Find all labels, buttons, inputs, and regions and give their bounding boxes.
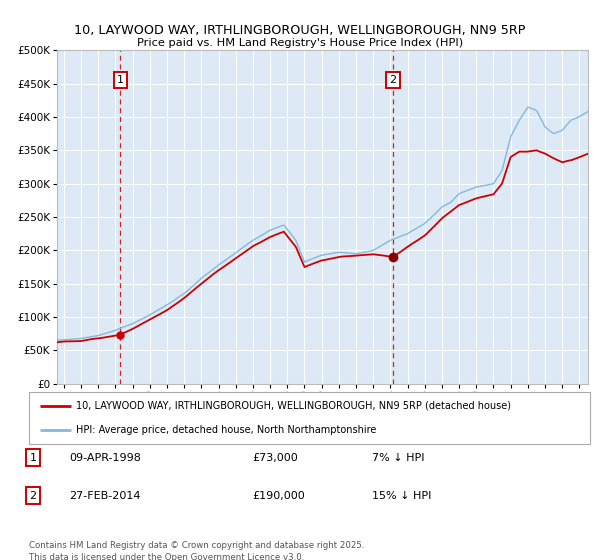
Text: 09-APR-1998: 09-APR-1998: [69, 452, 141, 463]
Text: £73,000: £73,000: [252, 452, 298, 463]
Text: 2: 2: [29, 491, 37, 501]
Text: 2: 2: [389, 76, 397, 85]
Text: 10, LAYWOOD WAY, IRTHLINGBOROUGH, WELLINGBOROUGH, NN9 5RP (detached house): 10, LAYWOOD WAY, IRTHLINGBOROUGH, WELLIN…: [76, 401, 511, 411]
Text: £190,000: £190,000: [252, 491, 305, 501]
Text: 15% ↓ HPI: 15% ↓ HPI: [372, 491, 431, 501]
Text: Contains HM Land Registry data © Crown copyright and database right 2025.
This d: Contains HM Land Registry data © Crown c…: [29, 541, 364, 560]
FancyBboxPatch shape: [29, 392, 590, 444]
Text: 1: 1: [117, 76, 124, 85]
Text: HPI: Average price, detached house, North Northamptonshire: HPI: Average price, detached house, Nort…: [76, 424, 377, 435]
Text: 27-FEB-2014: 27-FEB-2014: [69, 491, 140, 501]
Text: Price paid vs. HM Land Registry's House Price Index (HPI): Price paid vs. HM Land Registry's House …: [137, 38, 463, 48]
Text: 1: 1: [29, 452, 37, 463]
Text: 10, LAYWOOD WAY, IRTHLINGBOROUGH, WELLINGBOROUGH, NN9 5RP: 10, LAYWOOD WAY, IRTHLINGBOROUGH, WELLIN…: [74, 24, 526, 36]
Text: 7% ↓ HPI: 7% ↓ HPI: [372, 452, 425, 463]
